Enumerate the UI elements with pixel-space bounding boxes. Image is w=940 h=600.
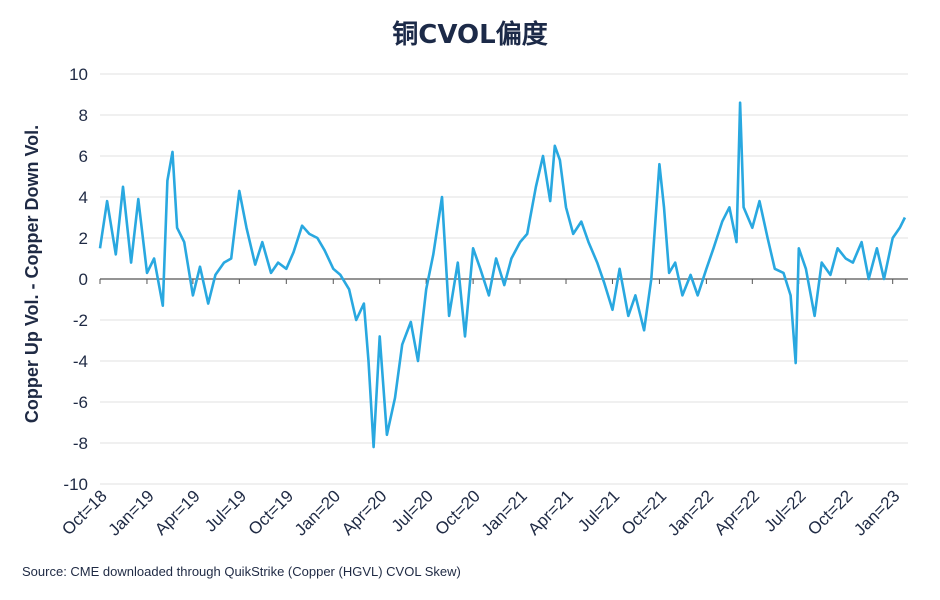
source-note: Source: CME downloaded through QuikStrik… (22, 564, 461, 579)
x-tick-labels: Oct=18Jan=19Apr=19Jul=19Oct=19Jan=20Apr=… (58, 279, 904, 540)
x-tick-label: Oct=21 (618, 486, 671, 539)
y-tick-label: -6 (73, 393, 88, 412)
y-tick-label: -8 (73, 434, 88, 453)
y-tick-label: 2 (79, 229, 88, 248)
x-tick-label: Jan=23 (850, 486, 903, 539)
y-tick-label: 6 (79, 147, 88, 166)
y-axis-title: Copper Up Vol. - Copper Down Vol. (22, 125, 42, 423)
x-tick-label: Oct=18 (58, 486, 111, 539)
y-tick-label: 8 (79, 106, 88, 125)
x-tick-label: Jan=21 (478, 486, 531, 539)
x-tick-label: Jul=22 (760, 486, 809, 535)
x-tick-label: Jan=19 (105, 486, 158, 539)
x-tick-label: Apr=22 (711, 486, 764, 539)
x-tick-label: Jul=19 (201, 486, 250, 535)
chart-title: 铜CVOL偏度 (392, 20, 548, 50)
x-tick-label: Jul=20 (388, 486, 437, 535)
series-line (98, 101, 907, 449)
x-tick-label: Oct=20 (431, 486, 484, 539)
x-tick-label: Apr=20 (338, 486, 391, 539)
grid-lines (100, 73, 908, 485)
y-tick-labels: 10 8 6 4 2 0 -2 -4 -6 -8 -10 (63, 65, 88, 494)
y-tick-label: -2 (73, 311, 88, 330)
y-tick-label: 0 (79, 270, 88, 289)
x-tick-label: Apr=21 (524, 486, 577, 539)
x-tick-label: Jan=22 (664, 486, 717, 539)
x-tick-label: Jul=21 (574, 486, 623, 535)
x-tick-label: Oct=19 (245, 486, 298, 539)
y-tick-label: -10 (63, 475, 88, 494)
y-tick-label: 10 (69, 65, 88, 84)
x-tick-label: Oct=22 (804, 486, 857, 539)
x-tick-label: Jan=20 (291, 486, 344, 539)
series-layer (98, 101, 907, 449)
x-tick-label: Apr=19 (151, 486, 204, 539)
y-tick-label: 4 (79, 188, 88, 207)
y-tick-label: -4 (73, 352, 88, 371)
